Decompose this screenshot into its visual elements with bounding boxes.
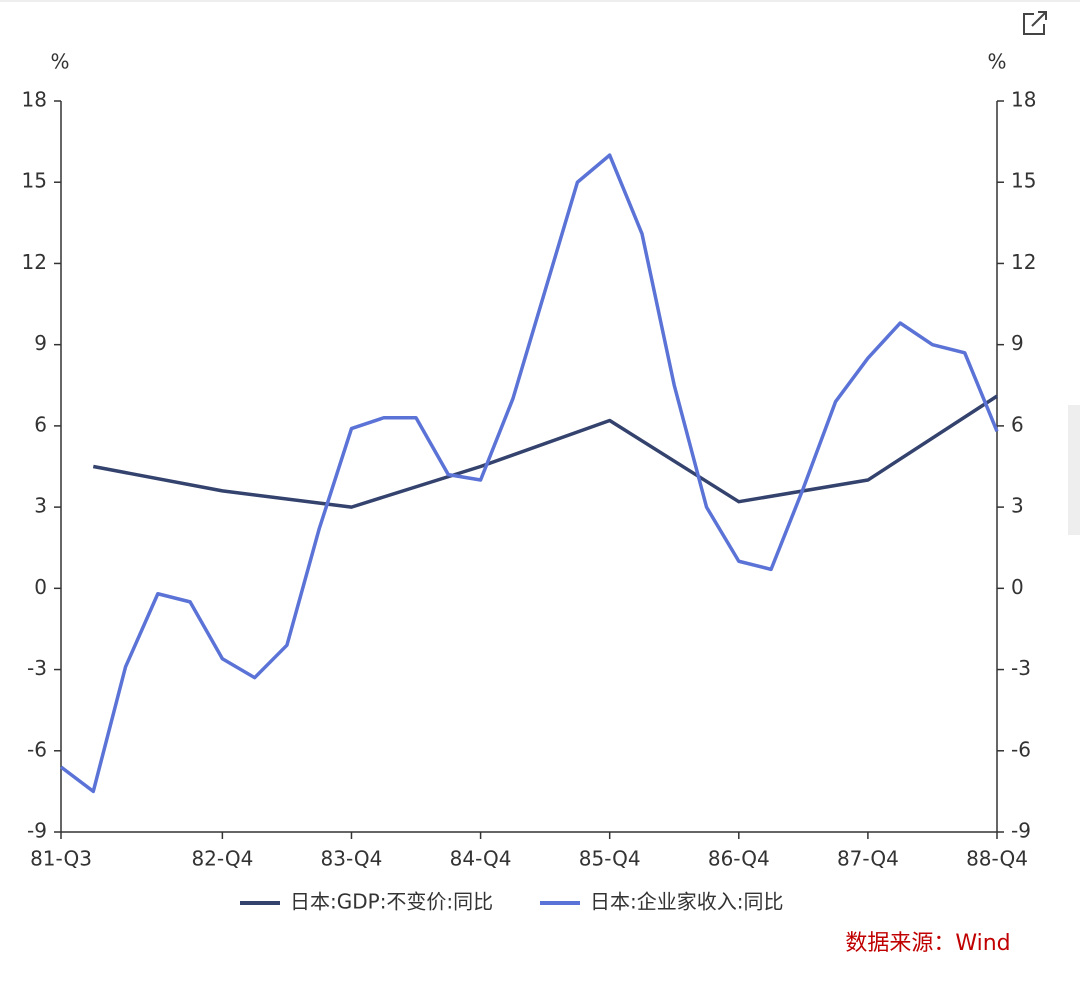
x-tick-label: 82-Q4 <box>191 847 253 871</box>
x-tick-label: 84-Q4 <box>450 847 512 871</box>
export-icon-box <box>1023 13 1045 35</box>
x-tick-label: 88-Q4 <box>966 847 1028 871</box>
y2-tick-label: 9 <box>1011 331 1024 355</box>
y-tick-label: 12 <box>22 250 47 274</box>
legend-label: 日本:企业家收入:同比 <box>590 890 783 914</box>
y-tick-label: -3 <box>27 656 47 680</box>
x-tick-label: 85-Q4 <box>579 847 641 871</box>
side-handle[interactable] <box>1068 405 1080 535</box>
y-tick-label: 0 <box>34 575 47 599</box>
x-tick-label: 87-Q4 <box>837 847 899 871</box>
y2-tick-label: 6 <box>1011 412 1024 436</box>
y-axis-unit: % <box>50 50 69 74</box>
y2-tick-label: -9 <box>1011 819 1031 843</box>
y-tick-label: 15 <box>22 169 47 193</box>
x-tick-label: 86-Q4 <box>708 847 770 871</box>
export-icon[interactable] <box>1023 11 1047 35</box>
y2-tick-label: 18 <box>1011 88 1036 112</box>
y-tick-label: -6 <box>27 737 47 761</box>
source-note: 数据来源：Wind <box>845 931 1010 956</box>
y-tick-label: 3 <box>34 494 47 518</box>
y2-axis-unit: % <box>987 50 1006 74</box>
y2-tick-label: 12 <box>1011 250 1036 274</box>
line-series <box>59 153 999 794</box>
y-tick-label: -9 <box>27 819 47 843</box>
x-tick-label: 83-Q4 <box>321 847 383 871</box>
y2-tick-label: 3 <box>1011 494 1024 518</box>
y2-tick-label: 0 <box>1011 575 1024 599</box>
x-tick-label: 81-Q3 <box>30 847 92 871</box>
export-icon-arrow <box>1031 11 1047 27</box>
y2-tick-label: 15 <box>1011 169 1036 193</box>
line-series <box>92 394 998 509</box>
y2-tick-label: -6 <box>1011 737 1031 761</box>
y2-tick-label: -3 <box>1011 656 1031 680</box>
y-tick-label: 18 <box>22 88 47 112</box>
legend-label: 日本:GDP:不变价:同比 <box>290 890 493 914</box>
y-tick-label: 6 <box>34 412 47 436</box>
y-tick-label: 9 <box>34 331 47 355</box>
